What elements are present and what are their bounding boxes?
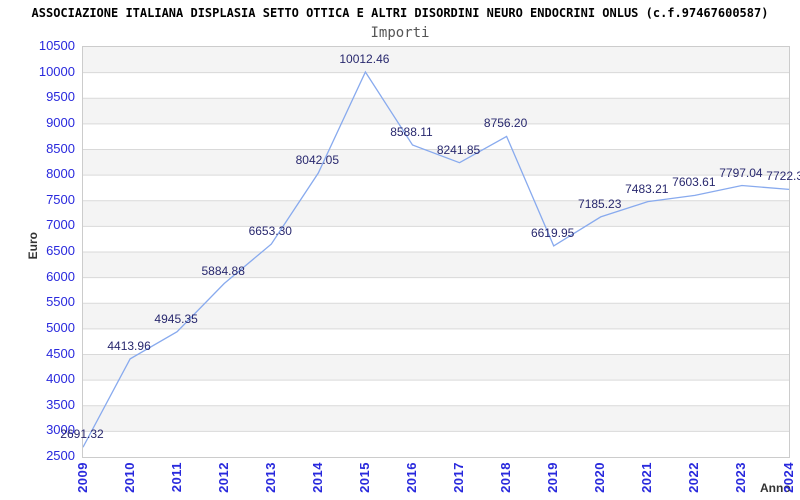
x-axis-tick: 2009: [74, 462, 90, 500]
x-axis-tick: 2010: [121, 462, 137, 500]
x-axis-tick-label: 2011: [168, 462, 184, 493]
x-axis-tick-label: 2020: [592, 462, 608, 493]
x-axis-tick: 2011: [168, 462, 184, 500]
x-axis-tick: 2013: [262, 462, 278, 500]
grid-band: [83, 405, 789, 432]
y-axis-tick-label: 4000: [46, 371, 75, 387]
point-label: 8588.11: [390, 124, 433, 139]
x-axis-tick-label: 2010: [121, 462, 137, 493]
y-axis-tick-label: 5500: [46, 294, 75, 310]
y-axis-tick-label: 6500: [46, 243, 75, 258]
point-label: 4413.96: [107, 338, 151, 353]
series-line: [83, 70, 789, 448]
y-axis-tick-label: 4500: [46, 345, 75, 361]
y-axis-tick-label: 9000: [46, 114, 75, 130]
grid-band: [83, 252, 789, 278]
x-axis-tick-label: 2018: [498, 462, 514, 493]
point-label: 7722.33: [766, 169, 800, 184]
point-label: 7185.23: [578, 196, 622, 211]
grid-band: [83, 200, 789, 227]
point-label: 5884.88: [201, 263, 245, 278]
y-axis-tick-label: 10500: [38, 38, 75, 53]
x-axis-tick: 2018: [498, 462, 514, 500]
x-axis-tick-label: 2019: [545, 462, 561, 493]
grid-band: [83, 47, 789, 73]
x-axis-tick: 2012: [215, 462, 231, 500]
y-axis-tick-label: 7000: [46, 217, 75, 233]
point-label: 2691.32: [60, 427, 104, 442]
y-axis-tick-label: 3500: [46, 396, 75, 412]
x-axis-tick-label: 2017: [451, 462, 467, 493]
x-axis-tick-label: 2021: [639, 462, 655, 493]
x-axis-tick: 2023: [733, 462, 749, 500]
x-axis-tick: 2019: [545, 462, 561, 500]
point-label: 4945.35: [154, 311, 198, 326]
plot-area: [82, 46, 790, 458]
y-axis-tick-label: 10000: [38, 63, 75, 79]
x-axis-tick: 2017: [451, 462, 467, 500]
x-axis-tick: 2024: [780, 462, 796, 500]
y-axis-tick-label: 8500: [46, 140, 75, 156]
y-axis-tick-label: 8000: [46, 166, 75, 182]
y-axis-tick-label: 6000: [46, 268, 75, 284]
x-axis-tick: 2022: [686, 462, 702, 500]
y-axis-tick-label: 9500: [46, 89, 75, 105]
x-axis-tick-label: 2022: [686, 462, 702, 493]
x-axis-tick: 2016: [403, 462, 419, 500]
point-label: 10012.46: [339, 51, 390, 66]
y-axis-tick-label: 5000: [46, 319, 75, 335]
chart-title: ASSOCIAZIONE ITALIANA DISPLASIA SETTO OT…: [31, 6, 769, 20]
point-label: 8042.05: [295, 152, 340, 167]
x-axis-title: Anno: [760, 481, 791, 495]
chart-subtitle: Importi: [370, 25, 430, 41]
point-label: 8241.85: [436, 142, 481, 157]
point-label: 7603.61: [672, 175, 716, 190]
point-label: 8756.20: [483, 116, 528, 131]
y-axis-tick-label: 7500: [46, 191, 75, 207]
grid-band: [83, 354, 789, 381]
x-axis-tick-label: 2009: [74, 462, 90, 493]
x-axis-tick-label: 2014: [309, 462, 325, 493]
grid-band: [83, 98, 789, 124]
point-label: 7483.21: [625, 181, 669, 196]
x-axis-tick-label: 2023: [733, 462, 749, 493]
y-axis-tick-label: 2500: [46, 448, 75, 463]
x-axis-tick: 2020: [592, 462, 608, 500]
point-label: 7797.04: [719, 165, 763, 180]
point-label: 6653.30: [248, 224, 292, 239]
x-axis-tick-label: 2016: [403, 462, 419, 493]
x-axis-tick: 2014: [309, 462, 325, 500]
x-axis-tick: 2021: [639, 462, 655, 500]
chart-svg: [83, 47, 789, 448]
x-axis-tick-label: 2012: [215, 462, 231, 493]
x-axis-tick-label: 2024: [780, 462, 796, 493]
x-axis-tick-label: 2013: [262, 462, 278, 493]
x-axis-tick: 2015: [356, 462, 372, 500]
y-axis-tick-label: 3000: [46, 422, 75, 438]
point-label: 6619.95: [530, 225, 575, 240]
x-axis-tick-label: 2015: [356, 462, 372, 493]
